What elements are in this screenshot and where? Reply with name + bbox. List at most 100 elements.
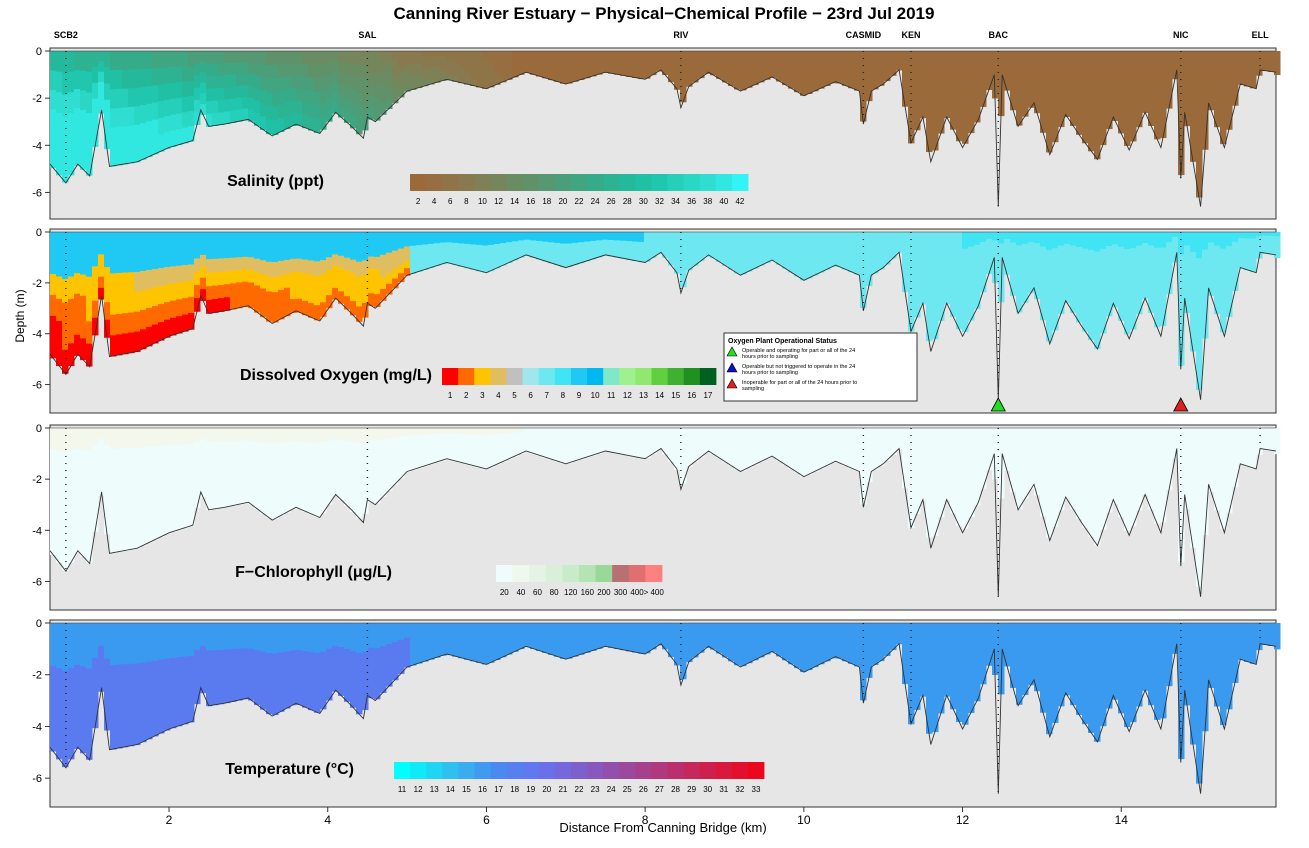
legend-label: 5: [512, 391, 517, 400]
legend-label: 28: [671, 785, 680, 794]
legend-label: 8: [464, 197, 469, 206]
legend-swatch: [683, 174, 701, 191]
legend-swatch: [587, 762, 604, 779]
legend-swatch: [410, 174, 427, 191]
legend-label: 42: [735, 197, 744, 206]
legend-label: 22: [575, 197, 584, 206]
legend-swatch: [522, 368, 540, 385]
legend-label: 16: [478, 785, 487, 794]
legend-label: 6: [448, 197, 453, 206]
y-tick-label: -2: [32, 670, 42, 682]
legend-swatch: [619, 762, 636, 779]
site-label-scb2: SCB2: [54, 30, 78, 40]
y-tick-label: -4: [32, 140, 42, 152]
legend-swatch: [612, 565, 630, 582]
y-tick-label: 0: [36, 423, 42, 435]
legend-label: 36: [687, 197, 696, 206]
legend-label: 15: [462, 785, 471, 794]
legend-label: 24: [607, 785, 616, 794]
legend-swatch: [442, 368, 459, 385]
legend-label: 80: [550, 588, 559, 597]
legend-swatch: [538, 762, 556, 779]
legend-label: 11: [398, 785, 407, 794]
legend-label: 17: [703, 391, 712, 400]
x-axis-label: Distance From Canning Bridge (km): [559, 820, 766, 835]
legend-swatch: [635, 174, 652, 191]
legend-swatch: [562, 565, 580, 582]
oxygen-plant-marker-bac: [990, 397, 1006, 412]
legend-label: 21: [558, 785, 567, 794]
x-tick-label: 2: [166, 813, 173, 827]
legend-label: 32: [735, 785, 744, 794]
legend-label: 300: [614, 588, 628, 597]
y-tick-label: -4: [32, 525, 42, 537]
legend-swatch: [474, 762, 491, 779]
legend-label: 30: [703, 785, 712, 794]
y-tick-label: 0: [36, 227, 42, 239]
legend-swatch: [699, 368, 717, 385]
status-triangle-icon: [726, 378, 738, 389]
legend-swatch: [538, 368, 556, 385]
legend-swatch: [570, 368, 588, 385]
legend-swatch: [683, 368, 701, 385]
legend-swatch: [628, 565, 646, 582]
legend-label: 32: [655, 197, 664, 206]
legend-label: 29: [687, 785, 696, 794]
legend-label: 14: [655, 391, 664, 400]
legend-swatch: [458, 368, 475, 385]
site-label-ken: KEN: [901, 30, 920, 40]
legend-label: 26: [607, 197, 616, 206]
legend-label: 10: [478, 197, 487, 206]
legend-swatch: [587, 174, 604, 191]
legend-swatch: [715, 762, 733, 779]
legend-swatch: [645, 565, 663, 582]
legend-label: 9: [577, 391, 582, 400]
panel-title: Dissolved Oxygen (mg/L): [240, 367, 432, 384]
legend-label: 28: [623, 197, 632, 206]
legend-label: 8: [561, 391, 566, 400]
legend-swatch: [667, 368, 685, 385]
legend-swatch: [651, 174, 668, 191]
legend-label: 19: [526, 785, 535, 794]
legend-label: 120: [564, 588, 578, 597]
oxygen-legend-box: [723, 332, 918, 402]
legend-swatch: [458, 762, 475, 779]
legend-swatch: [512, 565, 530, 582]
legend-label: 7: [545, 391, 550, 400]
legend-label: 13: [430, 785, 439, 794]
legend-label: 20: [542, 785, 551, 794]
legend-swatch: [619, 368, 636, 385]
oxygen-legend-title: Oxygen Plant Operational Status: [728, 338, 837, 345]
legend-swatch: [506, 368, 523, 385]
legend-label: 12: [623, 391, 632, 400]
legend-swatch: [394, 762, 411, 779]
legend-label: 2: [416, 197, 421, 206]
bed-outline: [49, 642, 1277, 794]
legend-label: 25: [623, 785, 632, 794]
legend-label: 200: [597, 588, 611, 597]
oxygen-plant-legend: Oxygen Plant Operational Status Operable …: [723, 332, 918, 402]
legend-label: 18: [542, 197, 551, 206]
legend-swatch: [667, 174, 685, 191]
legend-label: 30: [639, 197, 648, 206]
oxygen-plant-marker-nic: [1173, 397, 1189, 412]
legend-swatch: [570, 762, 588, 779]
legend-swatch: [490, 174, 507, 191]
legend-swatch: [522, 174, 540, 191]
legend-swatch: [651, 762, 668, 779]
legend-swatch: [651, 368, 669, 385]
panel-4: 0 -2 -4 -6 Temperature (°C) 11 12 13 14 15 16 17 18 1…: [32, 618, 1281, 808]
legend-swatch: [529, 565, 547, 582]
y-tick-label: 0: [36, 46, 42, 58]
legend-swatch: [522, 762, 540, 779]
legend-label: 11: [607, 391, 616, 400]
legend-label: 24: [591, 197, 600, 206]
legend-label: 3: [480, 391, 485, 400]
site-label-ell: ELL: [1252, 30, 1270, 40]
panel-3: 0 -2 -4 -6 F−Chlorophyll (μg/L) 20 40 60 80 120 16…: [32, 423, 1281, 611]
legend-swatch: [635, 762, 652, 779]
legend-swatch: [410, 762, 427, 779]
legend-label: 18: [510, 785, 519, 794]
legend-label: 160: [581, 588, 595, 597]
legend-label: 26: [639, 785, 648, 794]
